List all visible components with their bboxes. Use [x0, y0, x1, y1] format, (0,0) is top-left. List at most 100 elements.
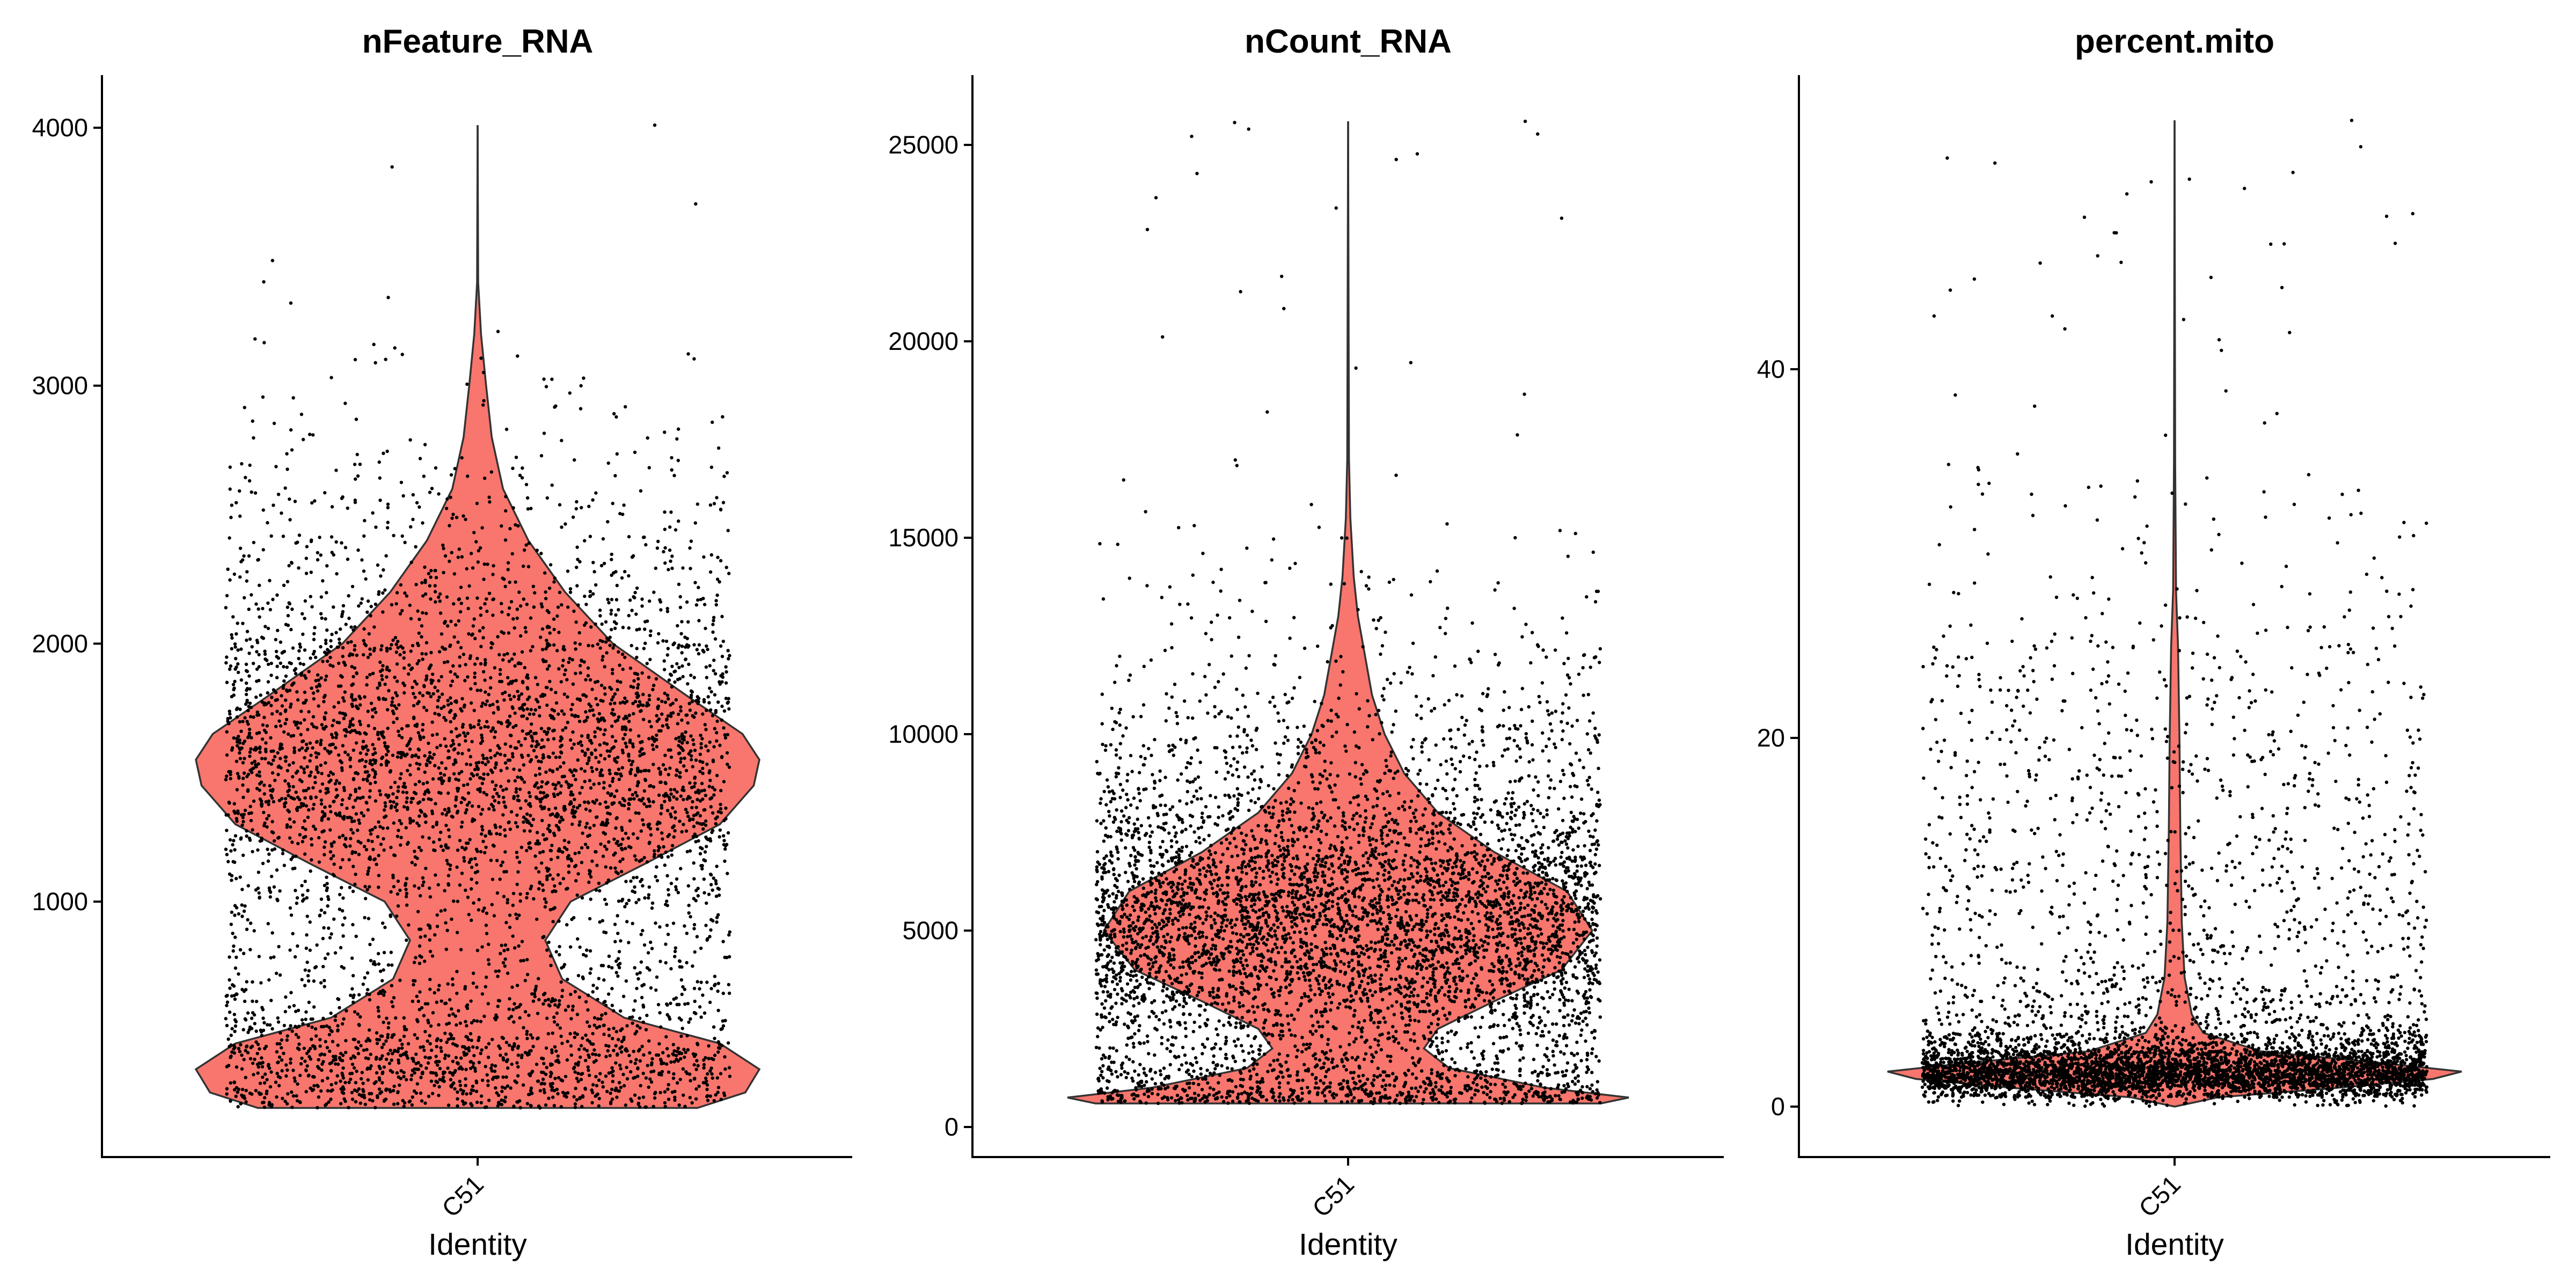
data-point	[257, 762, 260, 766]
data-point	[528, 695, 531, 699]
data-point	[500, 1085, 504, 1089]
data-point	[373, 857, 377, 861]
data-point	[699, 946, 703, 950]
data-point	[574, 769, 578, 773]
data-point	[562, 712, 566, 716]
data-point	[506, 561, 510, 565]
data-point	[660, 712, 664, 716]
data-point	[716, 700, 720, 704]
data-point	[477, 548, 480, 553]
data-point	[349, 837, 353, 840]
data-point	[303, 984, 307, 987]
data-point	[668, 525, 672, 529]
data-point	[518, 634, 523, 638]
data-point	[601, 699, 605, 703]
data-point	[416, 999, 420, 1004]
data-point	[667, 893, 671, 897]
data-point	[591, 1091, 595, 1095]
data-point	[443, 1056, 447, 1060]
data-point	[247, 674, 251, 678]
data-point	[238, 751, 241, 755]
data-point	[437, 650, 442, 654]
data-point	[604, 1004, 608, 1007]
data-point	[718, 828, 722, 832]
data-point	[494, 1086, 497, 1090]
data-point	[487, 962, 491, 966]
data-point	[283, 797, 288, 801]
data-point	[472, 617, 476, 621]
data-point	[386, 521, 390, 524]
data-point	[464, 841, 469, 845]
data-point	[603, 897, 607, 902]
data-point	[385, 759, 389, 763]
data-point	[273, 847, 277, 851]
data-point	[238, 546, 243, 550]
data-point	[497, 794, 501, 799]
data-point	[306, 786, 311, 791]
data-point	[338, 641, 341, 645]
data-point	[288, 948, 292, 952]
data-point	[512, 1020, 516, 1024]
data-point	[457, 597, 461, 601]
data-point	[434, 802, 437, 806]
data-point	[435, 733, 439, 736]
data-point	[616, 872, 620, 875]
data-point	[327, 1100, 331, 1104]
data-point	[295, 1094, 298, 1098]
data-point	[305, 1051, 309, 1056]
data-point	[334, 469, 338, 472]
data-point	[464, 1020, 467, 1023]
data-point	[481, 626, 485, 630]
data-point	[266, 626, 270, 631]
data-point	[455, 970, 459, 974]
data-point	[330, 1029, 334, 1034]
data-point	[582, 623, 587, 627]
data-point	[536, 1036, 540, 1040]
data-point	[236, 706, 239, 710]
data-point	[641, 818, 645, 822]
data-point	[474, 540, 478, 544]
data-point	[269, 534, 273, 538]
data-point	[228, 838, 232, 842]
data-point	[268, 895, 272, 899]
data-point	[322, 700, 326, 704]
data-point	[283, 722, 287, 726]
data-point	[340, 541, 343, 545]
data-point	[602, 1033, 606, 1036]
data-point	[708, 570, 713, 574]
data-point	[699, 863, 703, 868]
data-point	[462, 705, 466, 709]
data-point	[667, 568, 670, 572]
data-point	[440, 706, 443, 711]
data-point	[352, 1000, 355, 1004]
data-point	[395, 914, 399, 918]
data-point	[663, 800, 667, 803]
data-point	[302, 701, 305, 705]
data-point	[588, 595, 592, 598]
data-point	[560, 525, 564, 529]
data-point	[423, 1055, 427, 1059]
data-point	[388, 770, 392, 774]
data-point	[727, 572, 731, 575]
data-point	[674, 528, 678, 532]
data-point	[578, 803, 582, 808]
data-point	[276, 1020, 281, 1024]
data-point	[667, 1070, 671, 1074]
data-point	[368, 1092, 371, 1096]
data-point	[286, 614, 290, 618]
data-point	[340, 1071, 344, 1075]
data-point	[331, 873, 335, 876]
data-point	[469, 552, 473, 555]
data-point	[380, 1054, 384, 1058]
data-point	[398, 777, 402, 780]
data-point	[550, 483, 554, 487]
data-point	[253, 759, 257, 763]
data-point	[649, 1070, 653, 1074]
data-point	[226, 567, 230, 571]
data-point	[241, 720, 245, 723]
data-point	[713, 727, 717, 730]
data-point	[675, 1081, 679, 1085]
data-point	[260, 700, 264, 704]
data-point	[535, 755, 538, 759]
data-point	[471, 632, 474, 636]
